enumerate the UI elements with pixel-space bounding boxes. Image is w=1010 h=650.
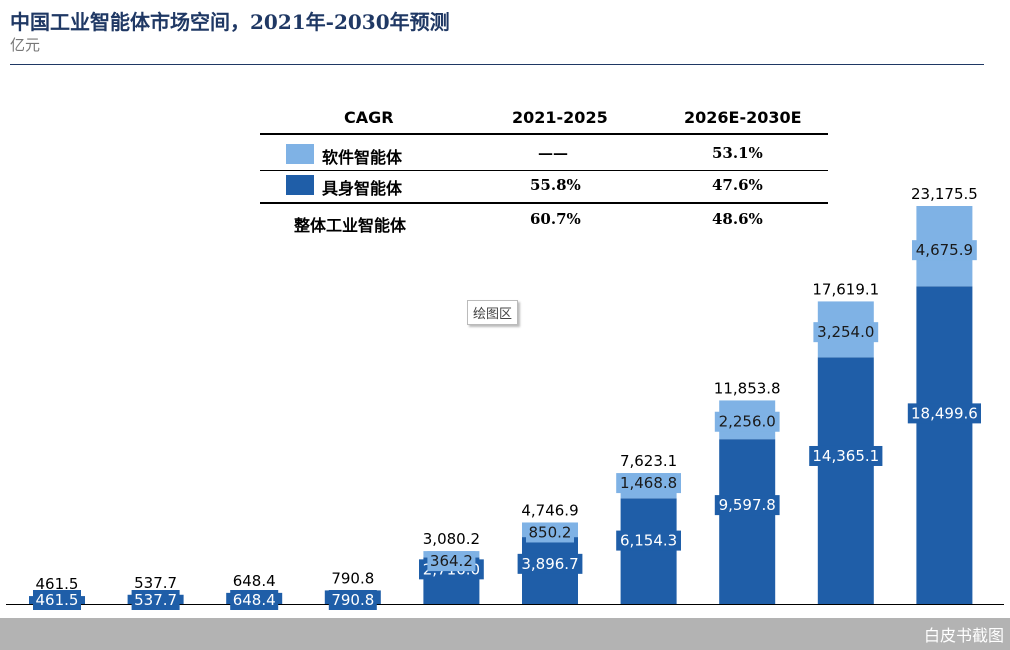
data-label-embodied-bg	[517, 553, 583, 574]
data-label-embodied: 790.8	[331, 591, 374, 609]
data-label-software-bg	[427, 551, 476, 572]
cagr-total-2026-2030: 48.6%	[712, 210, 763, 228]
chart-title: 中国工业智能体市场空间，2021年-2030年预测	[10, 10, 450, 34]
data-label-embodied: 9,597.8	[719, 496, 776, 514]
data-label-embodied: 648.4	[233, 591, 276, 609]
cagr-total-2021-2025: 60.7%	[530, 210, 581, 228]
cagr-header-period2: 2026E-2030E	[684, 108, 802, 127]
legend-swatch-software	[286, 144, 314, 164]
data-label-embodied-bg	[33, 590, 81, 610]
data-label-embodied: 14,365.1	[812, 447, 879, 465]
data-label-software: 2,256.0	[719, 413, 776, 431]
data-label-software-bg	[813, 322, 879, 343]
data-label-embodied: 18,499.6	[911, 404, 978, 422]
bar-embodied	[620, 498, 677, 604]
total-label: 461.5	[36, 575, 79, 593]
table-rule	[260, 170, 828, 171]
data-label-software-bg	[616, 473, 681, 494]
data-label-embodied-bg	[616, 530, 681, 551]
total-label: 11,853.8	[714, 379, 781, 397]
footer-bar	[0, 618, 1010, 650]
data-label-software: 3,254.0	[817, 323, 874, 341]
plot-area-tooltip: 绘图区	[467, 300, 519, 325]
watermark: 白皮书截图	[923, 626, 1004, 645]
legend-swatch-embodied	[286, 175, 314, 195]
data-label-embodied-bg	[131, 590, 180, 610]
cagr-embodied-2021-2025: 55.8%	[530, 176, 581, 194]
data-label-embodied-bg	[230, 590, 279, 610]
data-label-embodied: 461.5	[36, 591, 79, 609]
unit-label: 亿元	[10, 36, 41, 54]
data-label-embodied: 6,154.3	[620, 532, 677, 550]
cagr-software-2026-2030: 53.1%	[712, 144, 763, 162]
total-label: 4,746.9	[521, 501, 578, 519]
data-label-software: 1,468.8	[620, 474, 677, 492]
data-label-software: 850.2	[529, 523, 572, 541]
table-rule	[260, 202, 828, 204]
total-label: 537.7	[134, 574, 177, 592]
title-divider	[10, 64, 984, 65]
cagr-header-label: CAGR	[344, 108, 394, 127]
data-label-software: 4,675.9	[916, 241, 973, 259]
data-label-embodied-bg	[328, 590, 377, 610]
data-label-embodied-bg	[809, 445, 883, 466]
table-rule	[260, 133, 828, 135]
cagr-software-2021-2025: ——	[538, 144, 568, 162]
total-label: 790.8	[331, 569, 374, 587]
bar-embodied	[817, 357, 874, 604]
bar-embodied	[916, 286, 973, 604]
data-label-software-bg	[526, 522, 574, 543]
row-label-embodied: 具身智能体	[322, 179, 403, 198]
row-label-total: 整体工业智能体	[294, 216, 407, 235]
data-label-embodied: 3,896.7	[521, 555, 578, 573]
total-label: 17,619.1	[812, 280, 879, 298]
cagr-embodied-2026-2030: 47.6%	[712, 176, 763, 194]
data-label-software: 364.2	[430, 552, 473, 570]
data-label-embodied: 537.7	[134, 591, 177, 609]
data-label-embodied-bg	[714, 495, 780, 516]
cagr-header-period1: 2021-2025	[512, 108, 608, 127]
total-label: 23,175.5	[911, 185, 978, 203]
total-label: 3,080.2	[423, 530, 480, 548]
row-label-software: 软件智能体	[322, 148, 403, 167]
bar-embodied	[719, 439, 776, 604]
total-label: 648.4	[233, 572, 276, 590]
data-label-software-bg	[714, 411, 780, 432]
total-label: 7,623.1	[620, 452, 677, 470]
data-label-embodied-bg	[907, 403, 981, 424]
data-label-software-bg	[912, 240, 977, 261]
